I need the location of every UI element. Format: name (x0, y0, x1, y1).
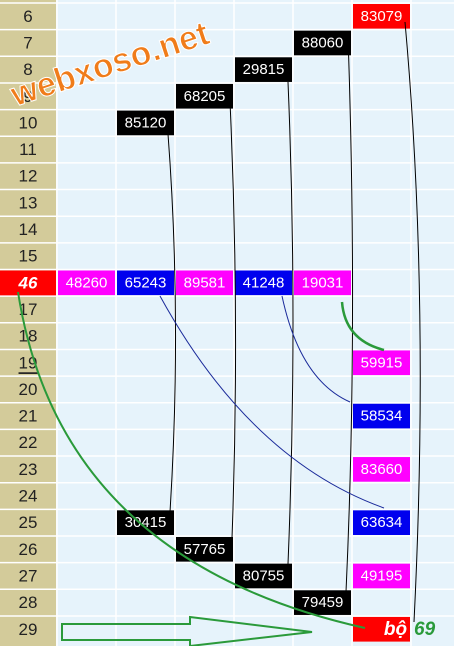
cell-bg (176, 270, 233, 296)
cell-bg (58, 270, 115, 296)
cell-bg (294, 30, 351, 56)
cell-value: 19031 (302, 274, 344, 291)
line (404, 21, 421, 623)
line (281, 295, 351, 403)
line (340, 301, 385, 352)
cell-value: 80755 (243, 567, 285, 584)
cell-value: 29815 (243, 61, 285, 78)
cell-bg (235, 270, 292, 296)
line (17, 291, 366, 629)
cell-bg (353, 563, 410, 589)
cell-value: 68205 (184, 88, 226, 105)
row-label: 29 (19, 620, 38, 639)
cell-value: 48260 (66, 274, 108, 291)
cell-bg (353, 403, 410, 429)
row-label: 6 (23, 7, 32, 26)
row-label: 13 (19, 193, 38, 212)
cell-value: 83079 (361, 8, 403, 25)
row-label: 21 (19, 407, 38, 426)
cell-value: 88060 (302, 34, 344, 51)
cell-value: 79459 (302, 594, 344, 611)
cell-value: bộ (384, 619, 407, 640)
cell-value: 59915 (361, 354, 403, 371)
line (345, 35, 354, 593)
cell-value: 57765 (184, 541, 226, 558)
cell-value: 83660 (361, 461, 403, 478)
row-label: 46 (18, 273, 38, 292)
cell-bg (235, 563, 292, 589)
row-label: 28 (19, 593, 38, 612)
cell-value: 41248 (243, 274, 285, 291)
cell-bg (235, 57, 292, 82)
connectors (17, 21, 421, 646)
cell-value: 58534 (361, 408, 403, 425)
row-label: 15 (19, 247, 38, 266)
line (229, 101, 237, 539)
cell-bg (353, 350, 410, 376)
row-label: 25 (19, 513, 38, 532)
line (167, 133, 177, 513)
cell-bg (176, 83, 233, 109)
row-label: 7 (23, 33, 32, 52)
row-label: 12 (19, 167, 38, 186)
row-label: 17 (19, 300, 38, 319)
cell-bg (294, 270, 351, 296)
row-label: 27 (19, 566, 38, 585)
cell-bg (353, 616, 410, 642)
cell-value: 89581 (184, 274, 226, 291)
row-label: 24 (19, 487, 38, 506)
cell-bg (117, 510, 174, 535)
row-label: 22 (19, 433, 38, 452)
cell-bg (353, 4, 410, 29)
cell-value: 63634 (361, 514, 403, 531)
cell-note: 69 (414, 619, 436, 640)
line (287, 81, 294, 565)
row-label: 9 (23, 87, 32, 106)
cell-bg (117, 270, 174, 296)
cell-bg (117, 110, 174, 136)
cell-value: 65243 (125, 274, 167, 291)
cell-bg (353, 457, 410, 482)
cell-value: 49195 (361, 567, 403, 584)
row-label: 26 (19, 540, 38, 559)
cell-bg (353, 510, 410, 535)
row-label: 8 (23, 60, 32, 79)
row-label: 20 (19, 380, 38, 399)
row-label-bg (0, 270, 56, 297)
row-label: 14 (19, 220, 38, 239)
arrow (61, 615, 313, 646)
row-label: 11 (19, 140, 37, 159)
line (159, 295, 385, 509)
row-label: 23 (19, 460, 38, 479)
row-label: 10 (19, 113, 38, 132)
cell-value: 85120 (125, 114, 167, 131)
